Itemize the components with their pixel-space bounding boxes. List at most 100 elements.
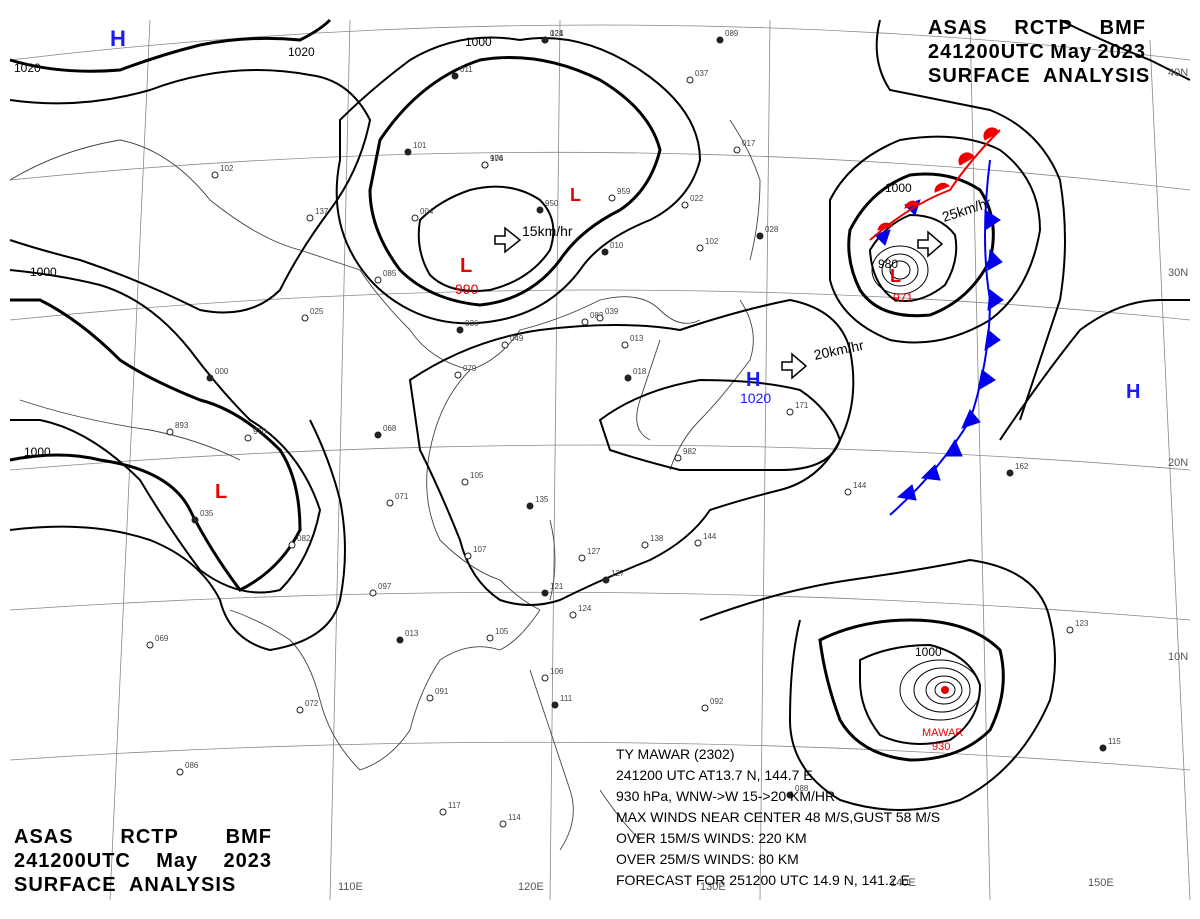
isobar-label: 1000 <box>24 445 51 459</box>
station-pressure: 115 <box>1108 737 1121 746</box>
high-center: H <box>110 26 126 51</box>
station-pressure: 017 <box>742 139 756 148</box>
typhoon-info-line: MAX WINDS NEAR CENTER 48 M/S,GUST 58 M/S <box>616 809 941 825</box>
station-marker <box>1006 469 1014 477</box>
station-marker <box>696 244 704 252</box>
station-pressure: 135 <box>535 495 549 504</box>
agency: BMF <box>1099 17 1146 39</box>
analysis-time: 241200UTC <box>14 850 131 872</box>
station-marker <box>694 539 702 547</box>
analysis-year: 2023 <box>1097 41 1146 63</box>
lat-label: 40N <box>1168 67 1188 79</box>
station-pressure: 124 <box>578 604 592 613</box>
station-pressure: 117 <box>448 801 461 810</box>
station-marker <box>674 454 682 462</box>
station-pressure: 069 <box>155 634 169 643</box>
station-marker <box>756 232 764 240</box>
low-center: L <box>890 266 901 286</box>
isobar-label: 1000 <box>885 181 912 195</box>
station-marker <box>541 674 549 682</box>
station-marker <box>146 641 154 649</box>
station-pressure: 036 <box>465 319 479 328</box>
station-marker <box>451 72 459 80</box>
station-marker <box>166 428 174 436</box>
lat-lon-grid <box>9 19 1191 901</box>
station-marker <box>844 488 852 496</box>
lon-label: 110E <box>338 881 363 893</box>
station-marker <box>404 148 412 156</box>
station-pressure: 970 <box>253 427 267 436</box>
typhoon-pressure: 930 <box>932 741 950 753</box>
low-center: L <box>215 481 227 503</box>
station-pressure: 127 <box>611 569 625 578</box>
high-center: H <box>746 369 760 391</box>
typhoon-info-line: TY MAWAR (2302) <box>616 746 735 762</box>
station-marker <box>191 516 199 524</box>
typhoon-center-mark <box>941 686 949 694</box>
station-pressure: 104 <box>490 154 504 163</box>
station-marker <box>621 341 629 349</box>
station-marker <box>681 201 689 209</box>
typhoon-info-line: OVER 25M/S WINDS: 80 KM <box>616 851 799 867</box>
product-title: SURFACE ANALYSIS <box>928 65 1151 87</box>
typhoon-info-line: 241200 UTC AT13.7 N, 144.7 E <box>616 767 813 783</box>
station-marker <box>176 768 184 776</box>
analysis-time: 241200UTC <box>928 41 1045 63</box>
station-marker <box>206 374 214 382</box>
station-pressure: 025 <box>310 307 324 316</box>
low-pressure-value: 971 <box>893 291 913 305</box>
isobar-label: 1000 <box>30 265 57 279</box>
station-pressure: 102 <box>220 164 234 173</box>
station-marker <box>456 326 464 334</box>
station-pressure: 162 <box>1015 462 1029 471</box>
station-marker <box>541 36 549 44</box>
station-marker <box>578 554 586 562</box>
station-marker <box>641 541 649 549</box>
station-pressure: 021 <box>550 29 564 38</box>
station-marker <box>541 589 549 597</box>
station-marker <box>499 820 507 828</box>
isobar-label: 1000 <box>465 35 492 49</box>
typhoon-info-line: FORECAST FOR 251200 UTC 14.9 N, 141.2 E <box>616 872 910 888</box>
station-marker <box>551 701 559 709</box>
station-pressure: 107 <box>473 545 487 554</box>
warm-front <box>869 127 1001 241</box>
station-marker <box>211 171 219 179</box>
typhoon-name: MAWAR <box>922 727 963 739</box>
station-marker <box>481 161 489 169</box>
station-pressure: 097 <box>378 582 392 591</box>
station-pressure: 171 <box>795 401 809 410</box>
station-pressure: 013 <box>405 629 419 638</box>
coastlines <box>9 119 761 851</box>
station-marker <box>369 589 377 597</box>
isobar-label: 1000 <box>915 645 942 659</box>
station-pressure: 049 <box>510 334 524 343</box>
isobars <box>9 18 1191 811</box>
station-marker <box>439 808 447 816</box>
typhoon-info-line: OVER 15M/S WINDS: 220 KM <box>616 830 807 846</box>
station-pressure: 102 <box>705 237 719 246</box>
station-marker <box>296 706 304 714</box>
high-pressure-value: 1020 <box>740 390 771 406</box>
agency: ASAS <box>14 826 74 848</box>
lat-label: 20N <box>1168 457 1188 469</box>
station-marker <box>596 314 604 322</box>
station-pressure: 022 <box>690 194 704 203</box>
station-pressure: 127 <box>587 547 601 556</box>
station-marker <box>1066 626 1074 634</box>
lon-label: 130E <box>700 881 726 893</box>
lon-label: 150E <box>1088 877 1114 889</box>
station-pressure: 013 <box>630 334 644 343</box>
low-center: L <box>570 185 581 205</box>
station-marker <box>624 374 632 382</box>
station-pressure: 039 <box>605 307 619 316</box>
typhoon-info-line: 930 hPa, WNW->W 15->20 KM/HR <box>616 788 836 804</box>
low-pressure-value: 990 <box>455 281 479 297</box>
station-pressure: 893 <box>175 421 189 430</box>
station-marker <box>301 314 309 322</box>
low-center: L <box>460 255 472 277</box>
station-marker <box>306 214 314 222</box>
station-marker <box>426 694 434 702</box>
station-marker <box>454 371 462 379</box>
